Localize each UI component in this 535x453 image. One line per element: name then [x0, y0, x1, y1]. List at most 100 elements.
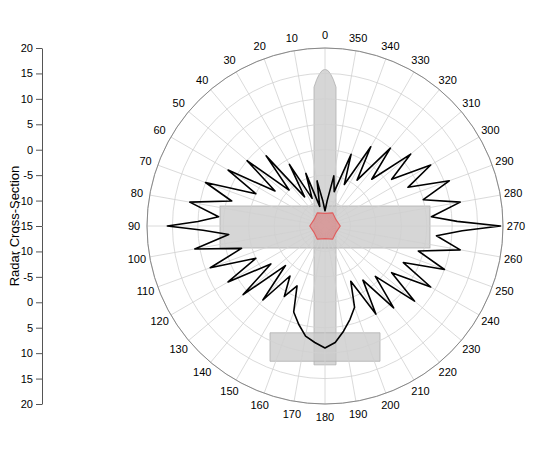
angle-tick-label: 80	[131, 187, 143, 199]
angle-tick-label: 10	[286, 32, 298, 44]
grid-spoke	[171, 226, 325, 315]
angle-tick-label: 50	[173, 97, 185, 109]
radial-tick: 5	[27, 322, 42, 334]
radial-tick-label: 20	[21, 398, 33, 410]
angle-tick-label: 170	[283, 408, 301, 420]
radial-tick: 0	[27, 144, 42, 156]
grid-spoke	[325, 48, 326, 226]
radial-tick-label: 0	[27, 296, 33, 308]
radial-tick-mark	[36, 379, 42, 380]
angle-tick-label: 300	[481, 124, 499, 136]
grid-spoke	[325, 137, 479, 226]
radial-tick-mark	[36, 353, 42, 354]
angle-tick-label: 20	[254, 40, 266, 52]
angle-tick-label: 160	[250, 399, 268, 411]
angle-tick-label: 130	[170, 343, 188, 355]
radial-tick-mark	[36, 150, 42, 151]
axis-title: Radar Cross-Section	[7, 166, 22, 287]
grid-spoke	[325, 226, 326, 404]
grid-spoke	[211, 226, 325, 362]
angle-tick-label: 120	[150, 315, 168, 327]
angle-tick-label: 210	[411, 385, 429, 397]
angle-tick-label: 60	[153, 124, 165, 136]
grid-spoke	[236, 72, 325, 226]
angle-tick-label: 280	[504, 187, 522, 199]
angle-tick-label: 40	[196, 74, 208, 86]
radial-tick-mark	[36, 404, 42, 405]
angle-tick-label: 90	[128, 220, 140, 232]
angle-tick-label: 260	[504, 253, 522, 265]
angle-tick-label: 350	[349, 32, 367, 44]
rcs-line	[167, 147, 500, 348]
radial-tick-mark	[36, 277, 42, 278]
angle-tick-label: 190	[349, 408, 367, 420]
radial-tick: 0	[27, 296, 42, 308]
angle-tick-label: 110	[137, 285, 155, 297]
angle-labels: 0 10 20 30 40 50 60 70 80 90 100 110 120 130 140 150 160…	[128, 29, 525, 423]
radial-tick-label: 10	[21, 347, 33, 359]
radial-tick-label: -5	[23, 271, 33, 283]
angle-tick-label: 340	[381, 40, 399, 52]
angle-tick-label: 290	[495, 155, 513, 167]
angle-tick-label: 140	[193, 366, 211, 378]
radial-tick: 10	[21, 93, 42, 105]
radial-tick: 20	[21, 398, 42, 410]
radial-tick: 10	[21, 347, 42, 359]
data-layer	[167, 147, 500, 348]
angle-tick-label: 30	[223, 54, 235, 66]
angle-tick-label: 0	[322, 29, 328, 41]
angle-tick-label: 180	[316, 411, 334, 423]
radial-tick-mark	[36, 124, 42, 125]
angle-tick-label: 70	[139, 155, 151, 167]
angle-tick-label: 310	[462, 97, 480, 109]
radial-tick-mark	[36, 99, 42, 100]
radial-tick: 20	[21, 42, 42, 54]
angle-tick-label: 100	[128, 253, 146, 265]
grid-spoke	[294, 226, 325, 401]
radial-tick-mark	[36, 328, 42, 329]
radial-axis-line	[42, 227, 43, 405]
grid-spoke	[325, 59, 386, 226]
plot-background	[147, 48, 503, 404]
radial-tick-mark	[36, 251, 42, 252]
angle-tick-label: 240	[481, 315, 499, 327]
grid-spoke	[158, 165, 325, 226]
radial-tick: 15	[21, 373, 42, 385]
radial-tick-label: 5	[27, 118, 33, 130]
angle-tick-label: 220	[439, 366, 457, 378]
radial-tick: 15	[21, 67, 42, 79]
radial-tick-label: 15	[21, 373, 33, 385]
radial-tick-mark	[36, 302, 42, 303]
grid-circle	[147, 48, 503, 404]
grid-spoke	[325, 226, 492, 287]
inner-series-area	[310, 213, 341, 239]
grid	[147, 48, 503, 404]
chart: 0102030405060708090100110120130140150160…	[0, 0, 535, 453]
angle-tick-label: 320	[439, 74, 457, 86]
grid-spoke	[325, 226, 461, 340]
radial-tick-mark	[36, 73, 42, 74]
angle-tick-label: 230	[462, 343, 480, 355]
grid-spoke	[325, 226, 414, 380]
radial-tick-label: 5	[27, 322, 33, 334]
radial-tick-label: 15	[21, 67, 33, 79]
radial-tick-mark	[36, 175, 42, 176]
grid-spoke	[150, 195, 325, 226]
radial-axis-line	[42, 49, 43, 227]
radial-tick-label: 20	[21, 42, 33, 54]
angle-tick-label: 270	[507, 220, 525, 232]
angle-tick-label: 200	[381, 399, 399, 411]
radial-tick-mark	[36, 201, 42, 202]
radial-tick-label: 0	[27, 144, 33, 156]
grid-spoke	[325, 226, 500, 257]
grid-spoke	[189, 112, 325, 226]
radial-tick-label: -5	[23, 169, 33, 181]
grid-spoke	[325, 51, 356, 226]
angle-tick-label: 250	[495, 285, 513, 297]
radial-tick: -5	[23, 169, 42, 181]
grid-spoke	[325, 226, 503, 227]
angle-tick-label: 150	[220, 385, 238, 397]
angle-tick-label: 330	[411, 54, 429, 66]
radial-tick-mark	[36, 48, 42, 49]
radial-tick: -5	[23, 271, 42, 283]
